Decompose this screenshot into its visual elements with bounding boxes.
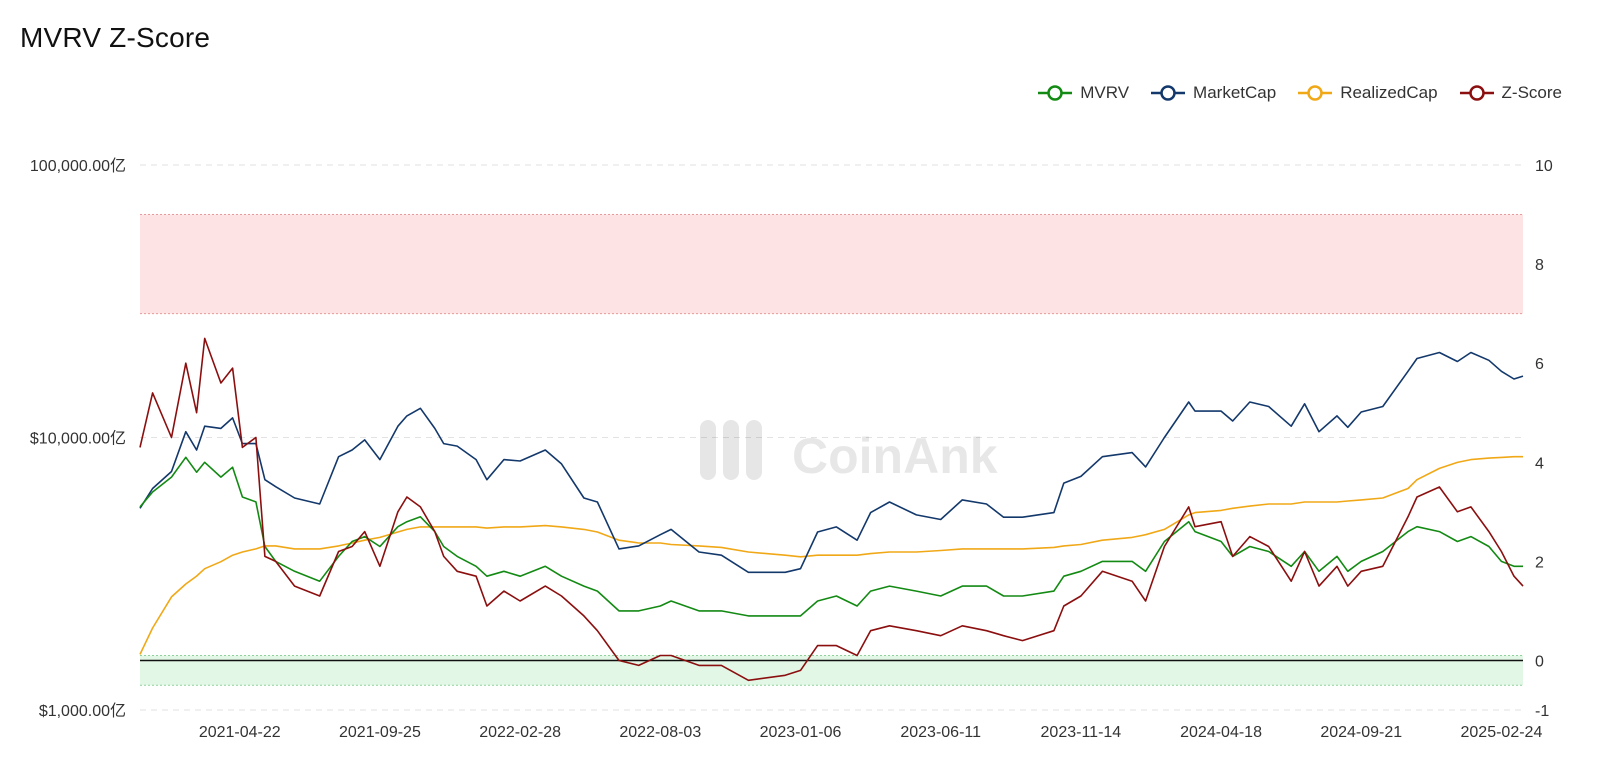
series-line-marketcap [139,351,1524,574]
x-tick-label: 2023-01-06 [760,724,842,741]
x-tick-label: 2021-09-25 [339,724,421,741]
y-right-tick-label: 10 [1535,158,1553,175]
series-line-z-score [139,337,1524,682]
x-tick-label: 2025-02-24 [1461,724,1543,741]
y-left-tick-label: $1,000.00亿 [39,702,126,720]
y-right-tick-label: -1 [1535,703,1549,720]
legend-item-marketcap[interactable]: MarketCap [1151,83,1276,103]
series-line-realizedcap [139,455,1523,655]
x-tick-label: 2021-04-22 [199,724,281,741]
legend-swatch-mvrv [1038,85,1073,101]
legend-label-realizedcap: RealizedCap [1340,83,1438,102]
legend-label-marketcap: MarketCap [1193,83,1277,102]
legend-item-mvrv[interactable]: MVRV [1038,83,1129,103]
legend-item-realizedcap[interactable]: RealizedCap [1298,83,1438,103]
y-right-tick-label: 4 [1535,455,1544,472]
watermark-logo-bar-1 [700,420,716,480]
y-right-tick-label: 2 [1535,554,1544,571]
legend-item-zscore[interactable]: Z-Score [1459,83,1562,103]
x-tick-label: 2024-09-21 [1320,724,1402,741]
legend-label-zscore: Z-Score [1501,83,1562,102]
y-right-tick-label: 8 [1535,257,1544,274]
chart-legend: MVRV MarketCap RealizedCap Z-Score [1038,83,1562,103]
x-tick-label: 2023-11-14 [1041,724,1122,741]
x-tick-label: 2022-08-03 [619,724,701,741]
x-tick-label: 2022-02-28 [479,724,561,741]
y-left-tick-label: $10,000.00亿 [30,430,126,448]
watermark-logo-bar-2 [723,420,739,480]
legend-swatch-realizedcap [1298,85,1333,101]
axis-layer: $1,000.00亿 $10,000.00亿 100,000.00亿 -1 0 2 4 6 8 1… [30,157,1553,741]
watermark: CoinAnk [700,420,998,484]
series-layer [139,337,1524,682]
x-tick-label: 2024-04-18 [1180,724,1262,741]
y-right-tick-label: 0 [1535,653,1544,670]
page-title: MVRV Z-Score [20,22,211,53]
watermark-logo-bar-3 [746,420,762,480]
x-tick-label: 2023-06-11 [900,724,981,741]
zone-overheated [140,214,1523,314]
legend-swatch-marketcap [1151,85,1186,101]
legend-label-mvrv: MVRV [1080,83,1130,102]
y-left-tick-label: 100,000.00亿 [30,157,126,175]
legend-swatch-zscore [1459,85,1494,101]
grid-layer [140,164,1523,711]
y-right-tick-label: 6 [1535,356,1544,373]
watermark-text: CoinAnk [792,428,998,484]
series-line-mvrv [139,456,1523,617]
